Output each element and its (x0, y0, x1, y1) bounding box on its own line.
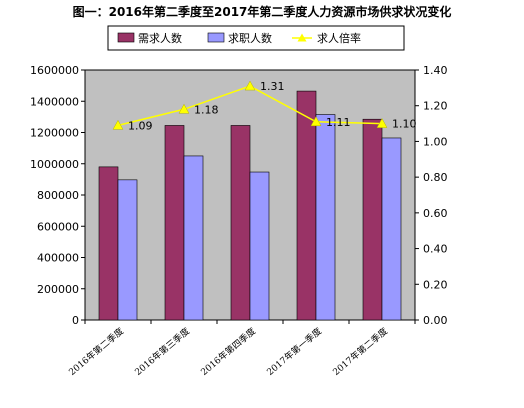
category-label: 2016年第四季度 (198, 325, 258, 378)
ratio-marker (244, 80, 256, 91)
bar-jobseekers (183, 155, 204, 321)
bar-jobseekers (117, 179, 138, 321)
right-axis-tick-label: 1.40 (423, 64, 448, 77)
legend-marker-ratio (297, 33, 307, 42)
chart-legend: 需求人数 求职人数 求人倍率 (107, 25, 405, 51)
right-axis-tick-label: 0.60 (423, 207, 448, 220)
ratio-marker (178, 103, 190, 114)
legend-box (107, 25, 405, 51)
left-axis-tick-label: 600000 (37, 220, 79, 233)
ratio-data-label: 1.18 (194, 103, 219, 116)
category-label: 2017年第一季度 (264, 325, 324, 378)
left-axis-tick-label: 200000 (37, 283, 79, 296)
legend-label-demand: 需求人数 (138, 32, 182, 45)
right-axis-tick-label: 0.20 (423, 278, 448, 291)
category-label: 2017年第二季度 (330, 325, 390, 378)
category-label: 2016年第三季度 (132, 325, 192, 378)
ratio-data-label: 1.10 (392, 118, 417, 131)
legend-label-ratio: 求人倍率 (317, 31, 361, 45)
right-axis-tick-label: 0.00 (423, 314, 448, 327)
right-axis-tick-label: 0.80 (423, 171, 448, 184)
left-axis-tick-label: 1600000 (30, 64, 79, 77)
legend-swatch-demand (117, 32, 135, 43)
ratio-marker (376, 118, 388, 128)
legend-label-jobseekers: 求职人数 (228, 32, 272, 45)
bar-demand (362, 118, 383, 321)
left-axis-tick-label: 1400000 (30, 95, 79, 108)
ratio-marker (310, 116, 322, 127)
ratio-data-label: 1.11 (326, 116, 351, 129)
bar-demand (230, 125, 251, 321)
ratio-marker (112, 119, 124, 130)
legend-swatch-jobseekers (207, 32, 225, 43)
left-axis-tick-label: 400000 (37, 252, 79, 265)
ratio-data-label: 1.31 (260, 80, 285, 93)
bar-demand (98, 166, 119, 321)
left-axis-tick-label: 1200000 (30, 127, 79, 140)
bar-jobseekers (315, 114, 336, 321)
right-axis-tick-label: 1.00 (423, 135, 448, 148)
ratio-data-label: 1.09 (128, 119, 153, 132)
chart-title: 图一：2016年第二季度至2017年第二季度人力资源市场供求状况变化 (73, 4, 452, 19)
bar-demand (164, 125, 185, 321)
bar-jobseekers (249, 171, 270, 321)
left-axis-tick-label: 1000000 (30, 158, 79, 171)
category-label: 2016年第二季度 (66, 325, 126, 378)
bar-jobseekers (381, 137, 402, 321)
right-axis-tick-label: 1.20 (423, 100, 448, 113)
left-axis-tick-label: 800000 (37, 189, 79, 202)
left-axis-tick-label: 0 (72, 314, 79, 327)
right-axis-tick-label: 0.40 (423, 243, 448, 256)
